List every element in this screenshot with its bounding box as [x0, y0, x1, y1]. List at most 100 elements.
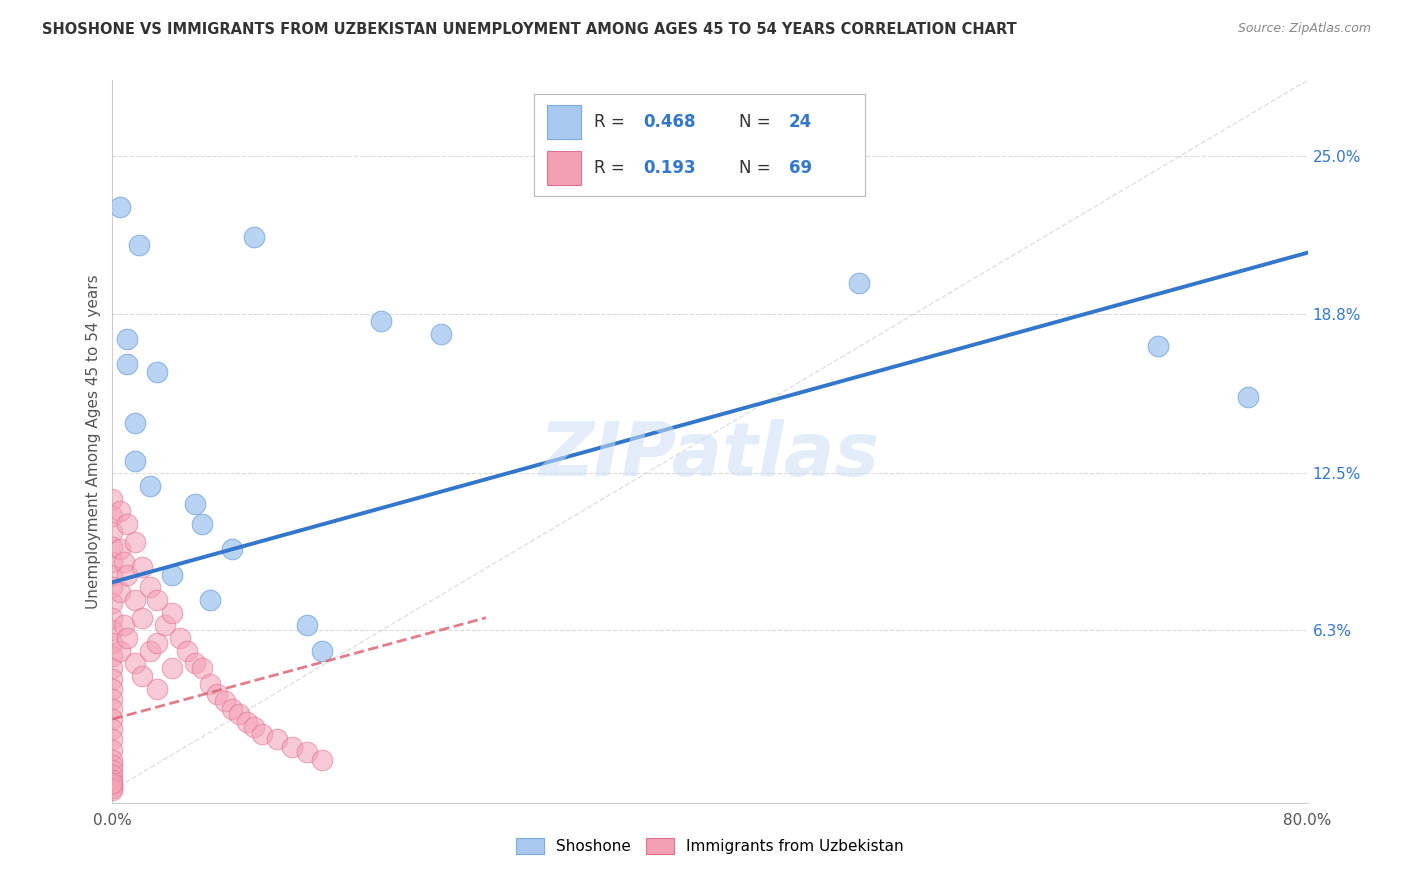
Point — [221, 542, 243, 557]
Point — [101, 783, 124, 797]
Point — [117, 631, 139, 645]
Point — [117, 357, 139, 371]
Point — [101, 757, 124, 772]
Point — [114, 555, 135, 569]
Point — [146, 365, 169, 379]
Point — [176, 643, 198, 657]
Text: 0.468: 0.468 — [644, 113, 696, 131]
Point — [117, 567, 139, 582]
Point — [117, 332, 139, 346]
Point — [198, 676, 221, 690]
Point — [169, 631, 191, 645]
Text: 24: 24 — [789, 113, 811, 131]
Point — [131, 611, 153, 625]
Point — [108, 643, 131, 657]
Point — [101, 778, 124, 792]
Y-axis label: Unemployment Among Ages 45 to 54 years: Unemployment Among Ages 45 to 54 years — [86, 274, 101, 609]
Point — [108, 504, 131, 518]
Point — [124, 416, 146, 430]
Point — [139, 580, 162, 594]
Point — [228, 707, 250, 722]
Point — [101, 611, 124, 625]
Text: 0.193: 0.193 — [644, 159, 696, 177]
Point — [101, 775, 124, 789]
Point — [146, 681, 169, 696]
Point — [311, 643, 333, 657]
Point — [101, 580, 124, 594]
Point — [848, 276, 870, 290]
Point — [108, 585, 131, 599]
Point — [114, 618, 135, 632]
Point — [214, 694, 236, 708]
Point — [108, 542, 131, 557]
Point — [101, 753, 124, 767]
Point — [128, 238, 150, 252]
Point — [295, 618, 318, 632]
Point — [281, 739, 304, 754]
Point — [124, 657, 146, 671]
Point — [146, 593, 169, 607]
Point — [101, 595, 124, 609]
Point — [101, 648, 124, 663]
Point — [1237, 390, 1260, 404]
Point — [101, 763, 124, 777]
Point — [139, 643, 162, 657]
Point — [131, 560, 153, 574]
Point — [108, 200, 131, 214]
Point — [266, 732, 288, 747]
Point — [162, 567, 183, 582]
Point — [236, 714, 259, 729]
Text: ZIPatlas: ZIPatlas — [540, 419, 880, 492]
FancyBboxPatch shape — [547, 151, 581, 185]
Point — [124, 534, 146, 549]
Point — [101, 702, 124, 716]
Point — [430, 326, 453, 341]
Point — [250, 727, 273, 741]
Point — [153, 618, 176, 632]
Point — [162, 606, 183, 620]
Point — [101, 624, 124, 638]
Point — [198, 593, 221, 607]
Point — [124, 453, 146, 467]
Point — [191, 516, 214, 531]
Point — [243, 720, 266, 734]
Point — [101, 681, 124, 696]
Text: 69: 69 — [789, 159, 811, 177]
Text: N =: N = — [740, 113, 776, 131]
Point — [205, 687, 228, 701]
Point — [131, 669, 153, 683]
Point — [221, 702, 243, 716]
Point — [101, 712, 124, 726]
Point — [101, 491, 124, 506]
Point — [101, 768, 124, 782]
Point — [162, 661, 183, 675]
Legend: Shoshone, Immigrants from Uzbekistan: Shoshone, Immigrants from Uzbekistan — [510, 832, 910, 860]
Point — [101, 723, 124, 737]
Point — [101, 732, 124, 747]
Point — [124, 593, 146, 607]
Point — [183, 657, 205, 671]
Point — [101, 772, 124, 787]
Point — [101, 555, 124, 569]
Point — [101, 672, 124, 686]
Point — [101, 636, 124, 650]
Point — [243, 230, 266, 244]
Point — [101, 524, 124, 539]
Point — [295, 745, 318, 759]
Point — [101, 742, 124, 756]
Text: N =: N = — [740, 159, 776, 177]
Text: Source: ZipAtlas.com: Source: ZipAtlas.com — [1237, 22, 1371, 36]
Point — [101, 691, 124, 706]
Text: R =: R = — [593, 159, 636, 177]
Point — [311, 753, 333, 767]
Point — [101, 540, 124, 554]
Point — [101, 567, 124, 582]
Point — [183, 497, 205, 511]
FancyBboxPatch shape — [547, 105, 581, 139]
Point — [1147, 339, 1170, 353]
Point — [191, 661, 214, 675]
Point — [101, 661, 124, 675]
Point — [146, 636, 169, 650]
Text: SHOSHONE VS IMMIGRANTS FROM UZBEKISTAN UNEMPLOYMENT AMONG AGES 45 TO 54 YEARS CO: SHOSHONE VS IMMIGRANTS FROM UZBEKISTAN U… — [42, 22, 1017, 37]
Point — [101, 780, 124, 795]
